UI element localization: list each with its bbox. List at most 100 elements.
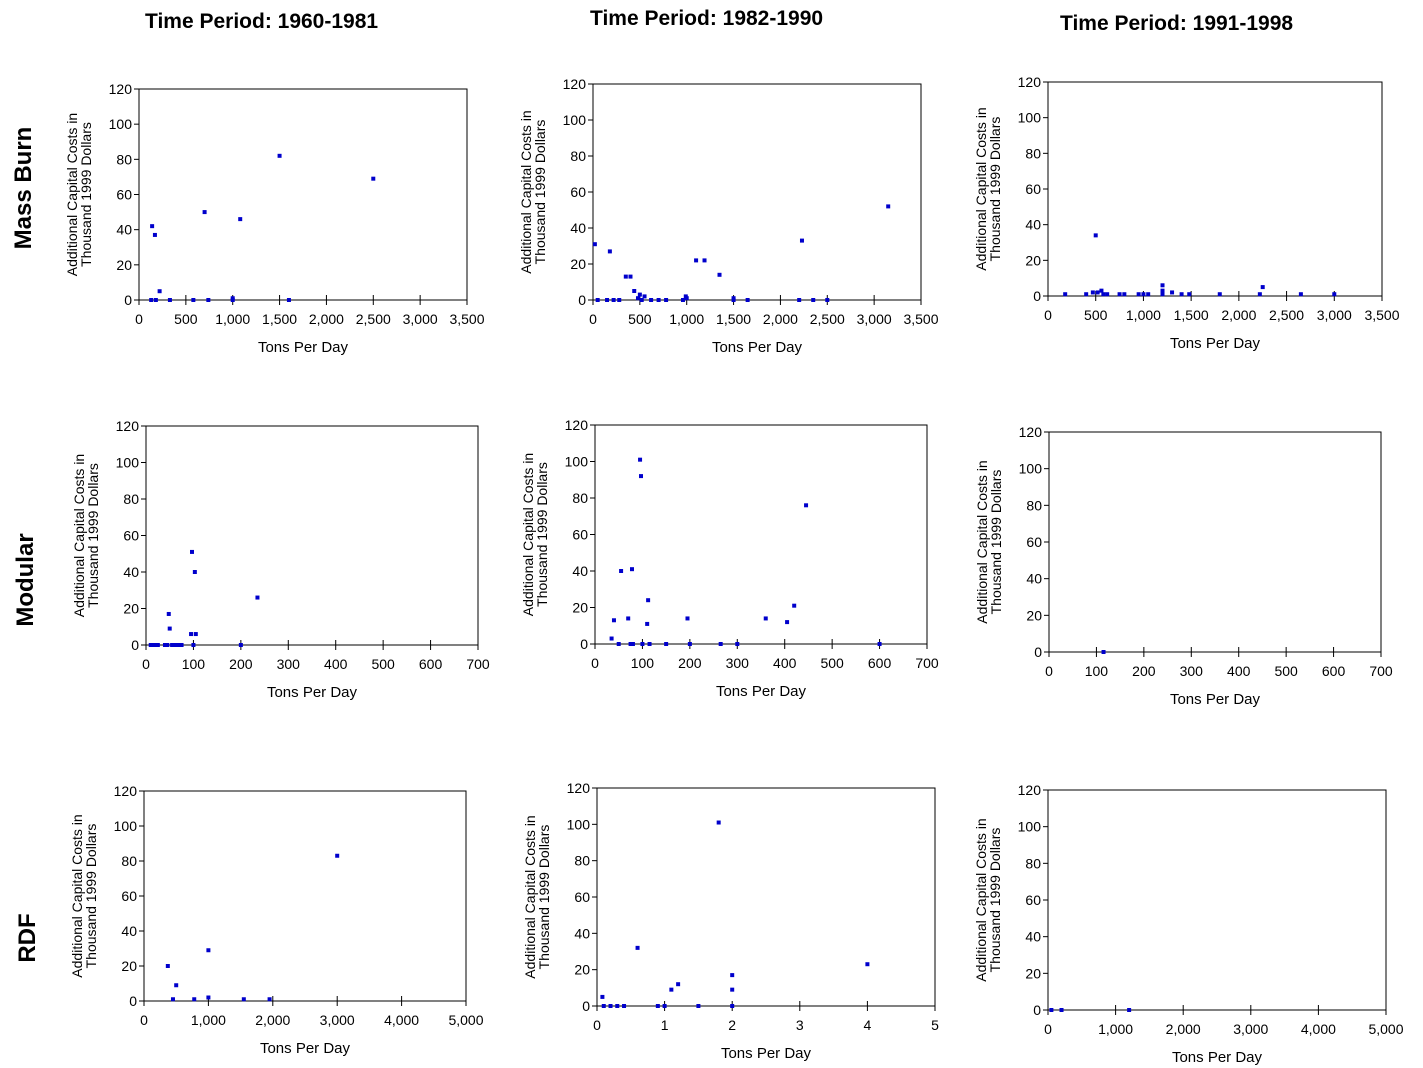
data-point <box>1122 292 1127 297</box>
data-point <box>1105 292 1110 297</box>
x-tick-label: 0 <box>142 656 150 672</box>
data-point <box>804 503 809 508</box>
x-tick-label: 4 <box>864 1017 872 1033</box>
data-point <box>1049 1008 1054 1012</box>
y-tick-label: 40 <box>116 222 132 238</box>
data-point <box>718 642 723 646</box>
data-point <box>696 1004 701 1008</box>
x-tick-label: 2,000 <box>763 311 798 327</box>
data-point <box>191 643 196 647</box>
data-point <box>151 643 156 647</box>
data-point <box>152 232 157 237</box>
plot-frame <box>138 88 468 301</box>
data-point <box>611 618 616 623</box>
x-tick-label: 400 <box>324 656 348 672</box>
data-point <box>371 176 376 181</box>
data-point <box>635 296 640 301</box>
x-axis-label: Tons Per Day <box>712 339 803 356</box>
data-point <box>1059 1008 1064 1012</box>
y-tick-label: 120 <box>116 418 140 434</box>
scatter-panel-modular-1982-1990: 0 20 40 60 80 100 120 0 100 200 300 400 500 600 700 Ton… <box>520 417 939 700</box>
y-tick-label: 0 <box>578 292 586 308</box>
x-tick-label: 5 <box>931 1017 939 1033</box>
y-tick-label: 0 <box>582 998 590 1014</box>
y-tick-label: 20 <box>1025 965 1041 981</box>
y-tick-label: 120 <box>109 81 133 97</box>
x-tick-label: 3,000 <box>320 1012 355 1028</box>
y-tick-label: 120 <box>565 417 589 433</box>
y-tick-label: 60 <box>116 187 132 203</box>
data-point <box>1146 292 1151 297</box>
data-point <box>626 616 631 621</box>
x-axis-label: Tons Per Day <box>1170 691 1261 708</box>
data-point <box>267 997 272 1002</box>
data-point <box>646 598 651 603</box>
data-point <box>730 1004 735 1008</box>
y-tick-label: 20 <box>1026 607 1042 623</box>
x-tick-label: 500 <box>371 656 395 672</box>
data-point <box>717 272 722 277</box>
data-point <box>1160 288 1165 293</box>
plot-frame <box>1048 431 1382 653</box>
y-tick-label: 100 <box>1019 461 1043 477</box>
x-axis-label: Tons Per Day <box>721 1045 812 1062</box>
data-point <box>623 274 628 279</box>
data-point <box>167 298 172 302</box>
y-axis-label: Additional Capital Costs inThousand 1999… <box>522 815 552 978</box>
x-tick-label: 700 <box>915 655 939 671</box>
scatter-panel-mass-burn-1960-1981: 0 20 40 60 80 100 120 0 500 1,000 1,500 2,000 2,500 3… <box>64 81 485 356</box>
y-tick-label: 0 <box>1034 644 1042 660</box>
x-tick-label: 0 <box>589 311 597 327</box>
x-tick-label: 1,500 <box>1174 307 1209 323</box>
x-tick-label: 1,000 <box>669 311 704 327</box>
data-point <box>676 982 681 987</box>
x-tick-label: 3,000 <box>403 311 438 327</box>
data-point <box>238 217 243 222</box>
x-tick-label: 1,000 <box>215 311 250 327</box>
y-tick-label: 100 <box>116 455 140 471</box>
data-point <box>611 298 616 302</box>
data-point <box>165 643 170 647</box>
data-point <box>716 820 721 825</box>
data-point <box>595 298 600 302</box>
y-tick-label: 40 <box>574 925 590 941</box>
data-point <box>1187 292 1192 297</box>
y-tick-label: 120 <box>1018 782 1042 798</box>
x-tick-label: 700 <box>466 656 490 672</box>
column-title-1960-1981: Time Period: 1960-1981 <box>145 10 379 33</box>
y-tick-label: 0 <box>580 636 588 652</box>
x-tick-label: 400 <box>773 655 797 671</box>
x-tick-label: 500 <box>1274 663 1298 679</box>
data-point <box>1095 290 1100 295</box>
y-tick-label: 100 <box>565 454 589 470</box>
x-tick-label: 100 <box>631 655 655 671</box>
data-point <box>655 1004 660 1008</box>
data-point <box>702 258 707 263</box>
y-tick-label: 80 <box>123 491 139 507</box>
data-point <box>792 603 797 608</box>
data-point <box>202 210 207 215</box>
y-tick-label: 20 <box>570 256 586 272</box>
data-point <box>745 298 750 302</box>
y-tick-label: 40 <box>121 923 137 939</box>
data-point <box>165 964 170 968</box>
data-point <box>645 621 650 626</box>
y-tick-label: 40 <box>123 564 139 580</box>
x-tick-label: 2,500 <box>356 311 391 327</box>
y-axis-label: Additional Capital Costs inThousand 1999… <box>64 113 94 276</box>
x-tick-label: 4,000 <box>384 1012 419 1028</box>
y-tick-label: 80 <box>572 490 588 506</box>
y-axis-label: Additional Capital Costs inThousand 1999… <box>974 460 1004 623</box>
y-tick-label: 80 <box>1025 855 1041 871</box>
data-point <box>763 616 768 621</box>
x-axis-label: Tons Per Day <box>716 683 807 700</box>
data-point <box>1101 292 1106 297</box>
data-point <box>192 997 197 1002</box>
x-tick-label: 300 <box>726 655 750 671</box>
data-point <box>605 298 610 302</box>
data-point <box>1099 288 1104 293</box>
scatter-panel-rdf-1960-1981: 0 20 40 60 80 100 120 0 1,000 2,000 3,000 4,000 5,00… <box>69 783 484 1057</box>
plot-frame <box>592 83 922 301</box>
y-tick-label: 80 <box>570 148 586 164</box>
x-tick-label: 500 <box>1084 307 1108 323</box>
